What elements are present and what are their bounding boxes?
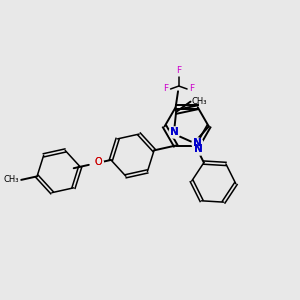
Text: N: N xyxy=(170,127,179,136)
Text: F: F xyxy=(176,66,181,75)
Text: N: N xyxy=(170,127,179,136)
Text: N: N xyxy=(194,144,203,154)
Text: F: F xyxy=(189,85,195,94)
Text: F: F xyxy=(163,85,168,94)
Text: N: N xyxy=(193,138,201,148)
Text: CH₃: CH₃ xyxy=(4,175,20,184)
Text: N: N xyxy=(193,138,201,148)
Text: O: O xyxy=(94,157,102,167)
Text: N: N xyxy=(194,144,203,154)
Text: CH₃: CH₃ xyxy=(192,97,208,106)
Text: O: O xyxy=(94,157,102,167)
